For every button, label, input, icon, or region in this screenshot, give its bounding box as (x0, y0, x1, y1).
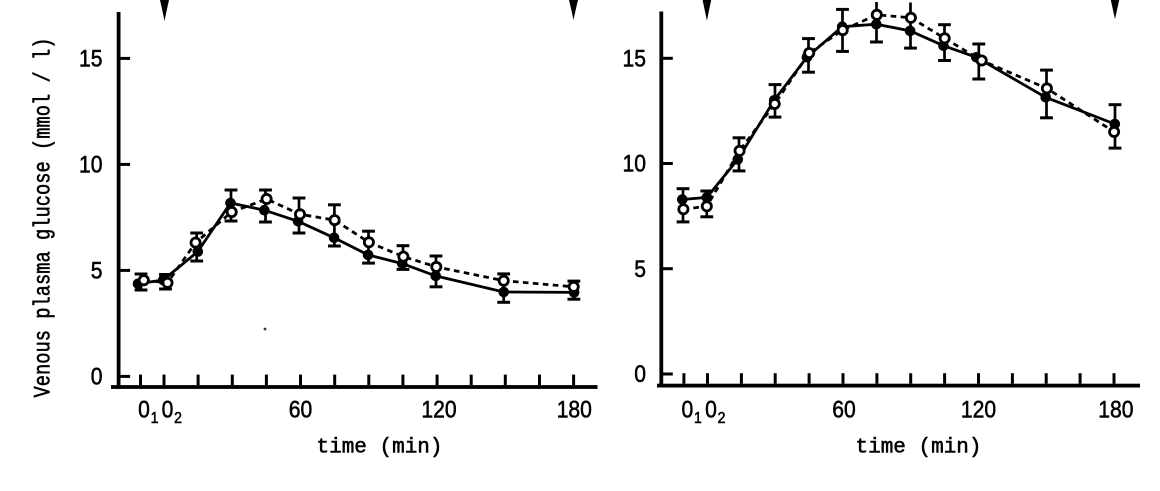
svg-text:15: 15 (623, 45, 646, 72)
svg-text:0: 0 (91, 363, 103, 390)
svg-text:0: 0 (138, 396, 150, 423)
svg-text:120: 120 (421, 396, 456, 423)
svg-text:5: 5 (634, 256, 646, 283)
svg-text:120: 120 (961, 396, 996, 423)
svg-text:0: 0 (705, 396, 717, 423)
svg-text:60: 60 (289, 396, 312, 423)
svg-text:Venous plasma glucose (mmol /: Venous plasma glucose (mmol / l) (31, 38, 57, 398)
svg-text:15: 15 (79, 45, 102, 72)
svg-text:5: 5 (91, 257, 103, 284)
svg-text:time (min): time (min) (855, 437, 981, 460)
svg-text:180: 180 (557, 396, 592, 423)
svg-text:0: 0 (634, 361, 646, 388)
svg-text:time (min): time (min) (316, 437, 442, 460)
svg-text:2: 2 (174, 409, 182, 427)
svg-text:60: 60 (832, 396, 855, 423)
svg-text:0: 0 (162, 396, 174, 423)
svg-text:180: 180 (1098, 396, 1133, 423)
svg-text:0: 0 (682, 396, 694, 423)
svg-text:1: 1 (151, 409, 159, 427)
svg-text:10: 10 (623, 150, 646, 177)
svg-text:1: 1 (694, 409, 702, 427)
svg-text:2: 2 (718, 409, 726, 427)
svg-text:10: 10 (79, 151, 102, 178)
